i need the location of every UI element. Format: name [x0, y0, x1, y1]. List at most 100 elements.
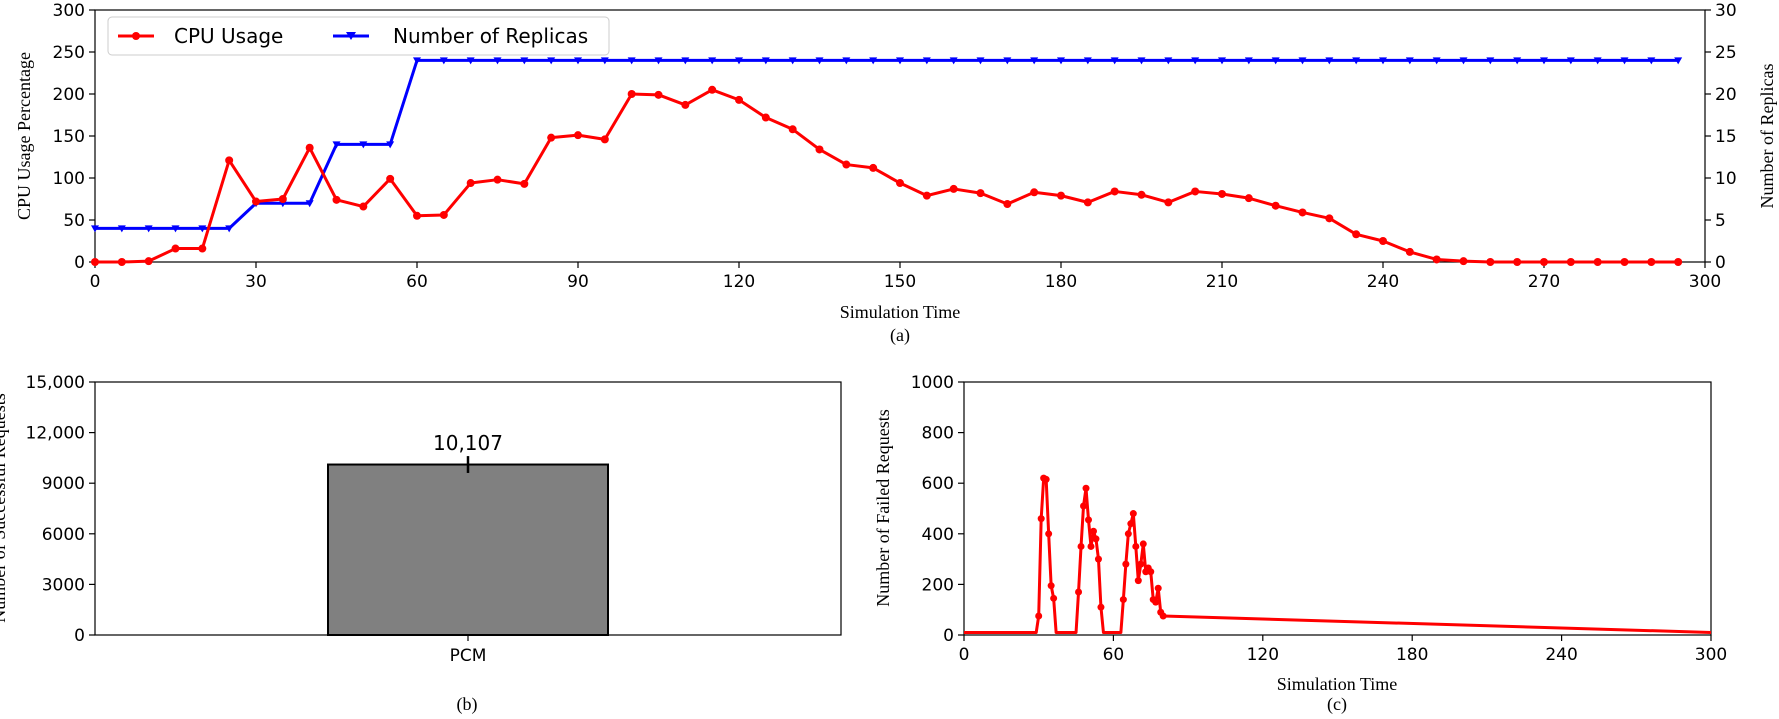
x-axis-label-a: Simulation Time	[840, 302, 961, 322]
replicas-marker	[1540, 57, 1548, 65]
x-tick-label-a: 240	[1367, 272, 1399, 292]
y-tick-label-a: 50	[63, 211, 85, 231]
cpu-usage-point	[1513, 258, 1522, 266]
failed-requests-point	[1092, 535, 1100, 543]
failed-requests-point	[1119, 596, 1127, 604]
replicas-marker	[708, 57, 717, 65]
cpu-usage-point	[815, 145, 824, 154]
replicas-marker	[1137, 57, 1146, 65]
failed-requests-point	[1087, 542, 1095, 550]
replicas-marker	[1486, 57, 1495, 65]
cpu-usage-point	[681, 100, 690, 109]
replicas-marker	[681, 57, 690, 65]
x-tick-label-a: 90	[567, 272, 589, 292]
cpu-usage-point	[252, 197, 260, 206]
replicas-marker	[654, 57, 663, 65]
replicas-marker	[547, 57, 556, 65]
y-tick-label-b: 12,000	[26, 424, 85, 444]
cpu-usage-point	[1379, 237, 1387, 245]
x-tick-label-a: 60	[406, 272, 428, 292]
x-tick-label-c: 240	[1545, 645, 1577, 665]
replicas-marker	[1083, 57, 1092, 65]
cpu-usage-point	[278, 195, 287, 203]
cpu-usage-point	[600, 135, 609, 144]
x-tick-label-c: 60	[1103, 645, 1125, 665]
y-tick-label-c: 0	[943, 626, 954, 646]
replicas-marker	[761, 57, 770, 65]
replicas-marker	[91, 225, 99, 233]
cpu-usage-point	[1030, 188, 1039, 197]
replicas-marker	[493, 57, 502, 65]
replicas-marker	[144, 225, 153, 233]
y-axis-label-a: CPU Usage Percentage	[14, 52, 34, 220]
cpu-usage-point	[1620, 258, 1629, 266]
replicas-marker	[574, 57, 582, 65]
y-tick-label-a: 150	[53, 127, 85, 147]
replicas-marker	[1459, 57, 1468, 65]
cpu-usage-point	[735, 95, 743, 104]
cpu-usage-point	[171, 244, 180, 253]
cpu-usage-point	[1647, 258, 1656, 266]
y-axis-label-c: Number of Failed Requests	[873, 409, 893, 606]
x-tick-label-c: 180	[1396, 645, 1428, 665]
replicas-marker	[1379, 57, 1387, 65]
y2-tick-label-a: 15	[1715, 127, 1737, 147]
cpu-usage-point	[654, 90, 663, 99]
cpu-usage-point	[520, 179, 529, 188]
failed-requests-point	[1050, 594, 1058, 602]
failed-requests-point	[1122, 560, 1130, 568]
failed-requests-point	[1077, 542, 1085, 550]
cpu-usage-point	[225, 156, 234, 165]
replicas-marker	[332, 141, 341, 149]
cpu-usage-point	[144, 257, 153, 266]
cpu-usage-point	[842, 160, 851, 169]
failed-requests-point	[1124, 530, 1132, 538]
replicas-marker	[1057, 57, 1065, 65]
y2-tick-label-a: 25	[1715, 43, 1737, 63]
failed-requests-point	[1094, 555, 1102, 563]
cpu-usage-point	[1083, 198, 1092, 207]
replicas-marker	[1244, 57, 1253, 65]
failed-requests-point	[1097, 603, 1105, 611]
replicas-marker	[1003, 57, 1012, 65]
cpu-usage-point	[305, 143, 314, 152]
cpu-usage-point	[1218, 189, 1226, 198]
replicas-line	[95, 58, 1679, 230]
y2-axis-label-a: Number of Replicas	[1757, 64, 1777, 209]
x-tick-label-a: 0	[90, 272, 101, 292]
cpu-usage-point	[1325, 214, 1334, 223]
cpu-usage-point	[949, 184, 958, 193]
y-tick-label-b: 0	[74, 626, 85, 646]
x-tick-label-a: 210	[1206, 272, 1238, 292]
replicas-marker	[1593, 57, 1602, 65]
replicas-marker	[1271, 57, 1280, 65]
failed-requests-point	[1147, 568, 1155, 576]
failed-requests-point	[1082, 484, 1090, 492]
x-tick-label-a: 150	[884, 272, 916, 292]
y-tick-label-b: 3000	[42, 575, 85, 595]
replicas-marker	[788, 57, 797, 65]
y-tick-label-b: 15,000	[26, 373, 85, 393]
y-tick-label-c: 1000	[911, 373, 954, 393]
legend-replicas-marker	[346, 32, 356, 40]
failed-requests-point	[1037, 515, 1045, 523]
y-tick-label-c: 400	[922, 525, 954, 545]
cpu-usage-point	[1540, 258, 1548, 266]
failed-requests-point	[1045, 530, 1053, 538]
cpu-usage-point	[1244, 194, 1253, 203]
x-tick-label-b: PCM	[450, 646, 487, 666]
replicas-marker	[305, 200, 314, 208]
replicas-marker	[198, 225, 207, 233]
failed-requests-point	[1127, 520, 1135, 528]
cpu-usage-point	[1459, 257, 1468, 266]
replicas-marker	[1352, 57, 1361, 65]
cpu-usage-point	[1432, 255, 1441, 264]
cpu-usage-point	[359, 202, 368, 211]
replicas-marker	[520, 57, 529, 65]
y-tick-label-c: 800	[922, 424, 954, 444]
cpu-usage-point	[117, 258, 126, 266]
cpu-usage-point	[1271, 201, 1280, 210]
cpu-usage-point	[1593, 258, 1602, 266]
replicas-marker	[1110, 57, 1119, 65]
cpu-usage-point	[1486, 258, 1495, 266]
